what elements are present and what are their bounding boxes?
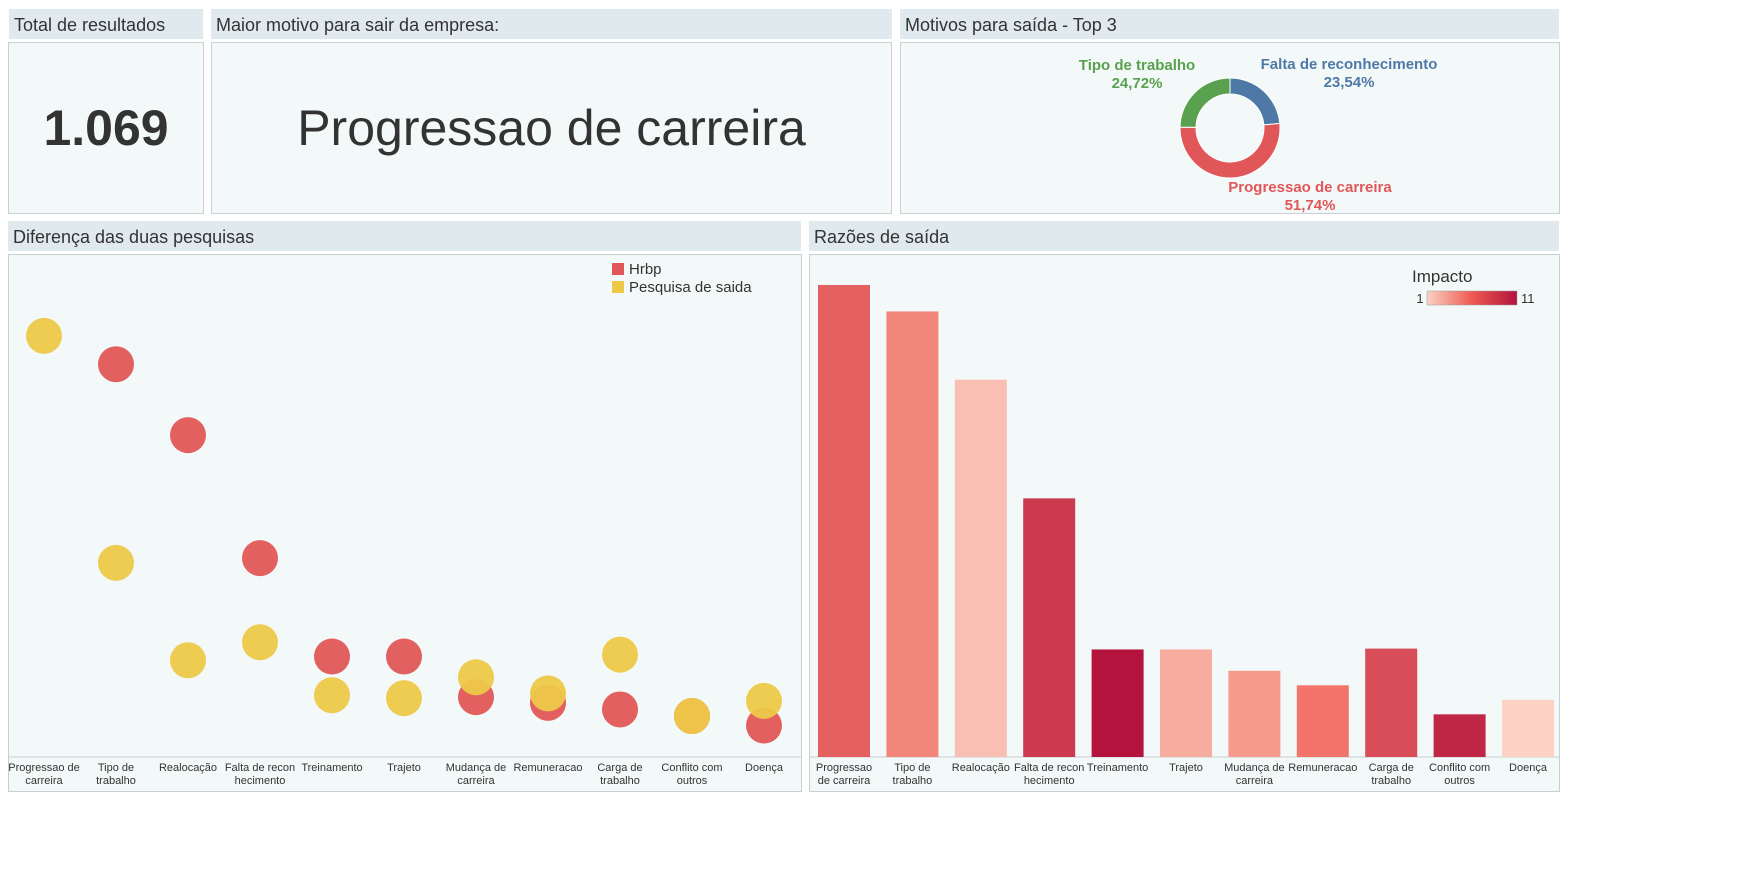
x-tick-carga-de-trabalho: Carga de trabalho xyxy=(597,762,642,787)
top3-header: Motivos para saída - Top 3 xyxy=(900,9,1559,39)
donut-label-tipo-pct: 24,72% xyxy=(1112,75,1163,92)
bar-mudanca-de-carreira[interactable] xyxy=(1228,670,1281,757)
pesquisa-point-tipo-de-trabalho[interactable] xyxy=(98,544,134,581)
bar-treinamento[interactable] xyxy=(1091,649,1144,757)
bar-trajeto[interactable] xyxy=(1160,649,1212,757)
legend-swatch-pesquisa xyxy=(612,281,624,293)
bar-x-tick-conflito-com-outros: Conflito com outros xyxy=(1429,762,1490,787)
donut-slice-tipo-de-trabalho[interactable] xyxy=(1179,77,1231,128)
x-tick-mudanca-de-carreira: Mudança de carreira xyxy=(446,762,507,787)
pesquisa-point-falta-de-reconhecimento[interactable] xyxy=(242,624,278,661)
bar-x-tick-progressao-de-carreira: Progressao de carreira xyxy=(816,762,872,787)
donut-label-falta-pct: 23,54% xyxy=(1324,74,1375,91)
bar-tipo-de-trabalho[interactable] xyxy=(886,311,939,757)
bar-x-tick-trajeto: Trajeto xyxy=(1169,762,1203,774)
x-tick-falta-de-reconhecimento: Falta de recon hecimento xyxy=(225,762,295,787)
scatter-chart: Progressao de carreira Tipo de trabalho Real… xyxy=(9,261,801,787)
x-tick-tipo-de-trabalho: Tipo de trabalho xyxy=(96,762,136,787)
top-reason-panel: Progressao de carreira xyxy=(211,42,892,214)
donut-label-prog-pct: 51,74% xyxy=(1285,197,1336,213)
hrbp-point-realocacao[interactable] xyxy=(170,417,206,454)
donut-label-tipo-name: Tipo de trabalho xyxy=(1079,57,1195,74)
pesquisa-point-treinamento[interactable] xyxy=(314,677,350,714)
bar-remuneracao[interactable] xyxy=(1296,685,1349,757)
x-tick-conflito-com-outros: Conflito com outros xyxy=(661,762,722,787)
impact-legend-min: 1 xyxy=(1416,291,1423,306)
reasons-panel: Progressao de carreira Tipo de trabalho Real… xyxy=(809,254,1560,792)
bar-x-tick-treinamento: Treinamento xyxy=(1087,762,1148,774)
diff-panel: Progressao de carreira Tipo de trabalho Real… xyxy=(8,254,802,792)
diff-title: Diferença das duas pesquisas xyxy=(13,227,255,247)
top3-panel: Tipo de trabalho 24,72% Falta de reconhe… xyxy=(900,42,1560,214)
bar-carga-de-trabalho[interactable] xyxy=(1365,648,1418,757)
bar-conflito-com-outros[interactable] xyxy=(1433,714,1486,757)
bar-x-tick-doenca: Doença xyxy=(1509,762,1548,774)
top-reason-header: Maior motivo para sair da empresa: xyxy=(211,9,892,39)
x-tick-treinamento: Treinamento xyxy=(301,762,362,774)
x-tick-trajeto: Trajeto xyxy=(387,762,421,774)
x-tick-remuneracao: Remuneracao xyxy=(513,762,582,774)
total-panel: 1.069 xyxy=(8,42,204,214)
pesquisa-point-doenca[interactable] xyxy=(746,682,782,719)
legend-swatch-hrbp xyxy=(612,263,624,275)
top3-title: Motivos para saída - Top 3 xyxy=(905,15,1117,35)
legend-label-hrbp: Hrbp xyxy=(629,261,662,278)
total-header: Total de resultados xyxy=(9,9,203,39)
hrbp-point-falta-de-reconhecimento[interactable] xyxy=(242,540,278,577)
top-reason-value: Progressao de carreira xyxy=(297,100,806,156)
donut-chart: Tipo de trabalho 24,72% Falta de reconhe… xyxy=(1079,56,1438,213)
bar-chart: Progressao de carreira Tipo de trabalho Real… xyxy=(810,267,1559,787)
bar-falta-de-reconhecimento[interactable] xyxy=(1023,498,1076,757)
x-tick-progressao-de-carreira: Progressao de carreira xyxy=(9,762,80,787)
donut-slice-falta-de-reconhecimento[interactable] xyxy=(1229,77,1281,126)
impact-legend-title: Impacto xyxy=(1412,267,1472,286)
hrbp-point-tipo-de-trabalho[interactable] xyxy=(98,346,134,383)
reasons-header: Razões de saída xyxy=(809,221,1559,251)
x-tick-doenca: Doença xyxy=(745,762,784,774)
hrbp-point-doenca[interactable] xyxy=(746,707,782,744)
bar-realocacao[interactable] xyxy=(954,379,1007,757)
impact-legend-max: 11 xyxy=(1521,291,1535,306)
bar-doenca[interactable] xyxy=(1502,699,1554,757)
legend-label-pesquisa: Pesquisa de saida xyxy=(629,279,752,296)
diff-header: Diferença das duas pesquisas xyxy=(8,221,801,251)
top-reason-title: Maior motivo para sair da empresa: xyxy=(216,15,500,35)
donut-label-prog-name: Progressao de carreira xyxy=(1228,179,1392,196)
pesquisa-point-conflito-com-outros[interactable] xyxy=(674,698,710,735)
bar-x-tick-tipo-de-trabalho: Tipo de trabalho xyxy=(893,762,933,787)
bar-progressao-de-carreira[interactable] xyxy=(818,284,870,757)
bar-x-tick-carga-de-trabalho: Carga de trabalho xyxy=(1369,762,1414,787)
bar-x-tick-falta-de-reconhecimento: Falta de recon hecimento xyxy=(1014,762,1084,787)
hrbp-point-carga-de-trabalho[interactable] xyxy=(602,691,638,728)
pesquisa-point-mudanca-de-carreira[interactable] xyxy=(458,659,494,696)
pesquisa-point-realocacao[interactable] xyxy=(170,642,206,679)
pesquisa-point-carga-de-trabalho[interactable] xyxy=(602,636,638,673)
pesquisa-point-trajeto[interactable] xyxy=(386,680,422,717)
total-value: 1.069 xyxy=(43,100,169,156)
bar-x-tick-realocacao: Realocação xyxy=(952,762,1010,774)
impact-legend-bar xyxy=(1426,290,1518,306)
bar-x-tick-mudanca-de-carreira: Mudança de carreira xyxy=(1224,762,1285,787)
donut-label-falta-name: Falta de reconhecimento xyxy=(1261,56,1438,73)
x-tick-realocacao: Realocação xyxy=(159,762,217,774)
reasons-title: Razões de saída xyxy=(814,227,950,247)
hrbp-point-treinamento[interactable] xyxy=(314,638,350,675)
pesquisa-point-progressao-de-carreira[interactable] xyxy=(26,317,62,354)
bar-x-tick-remuneracao: Remuneracao xyxy=(1288,762,1357,774)
total-title: Total de resultados xyxy=(14,15,166,35)
pesquisa-point-remuneracao[interactable] xyxy=(530,675,566,712)
donut-slice-progressao-de-carreira[interactable] xyxy=(1179,122,1281,179)
hrbp-point-trajeto[interactable] xyxy=(386,638,422,675)
